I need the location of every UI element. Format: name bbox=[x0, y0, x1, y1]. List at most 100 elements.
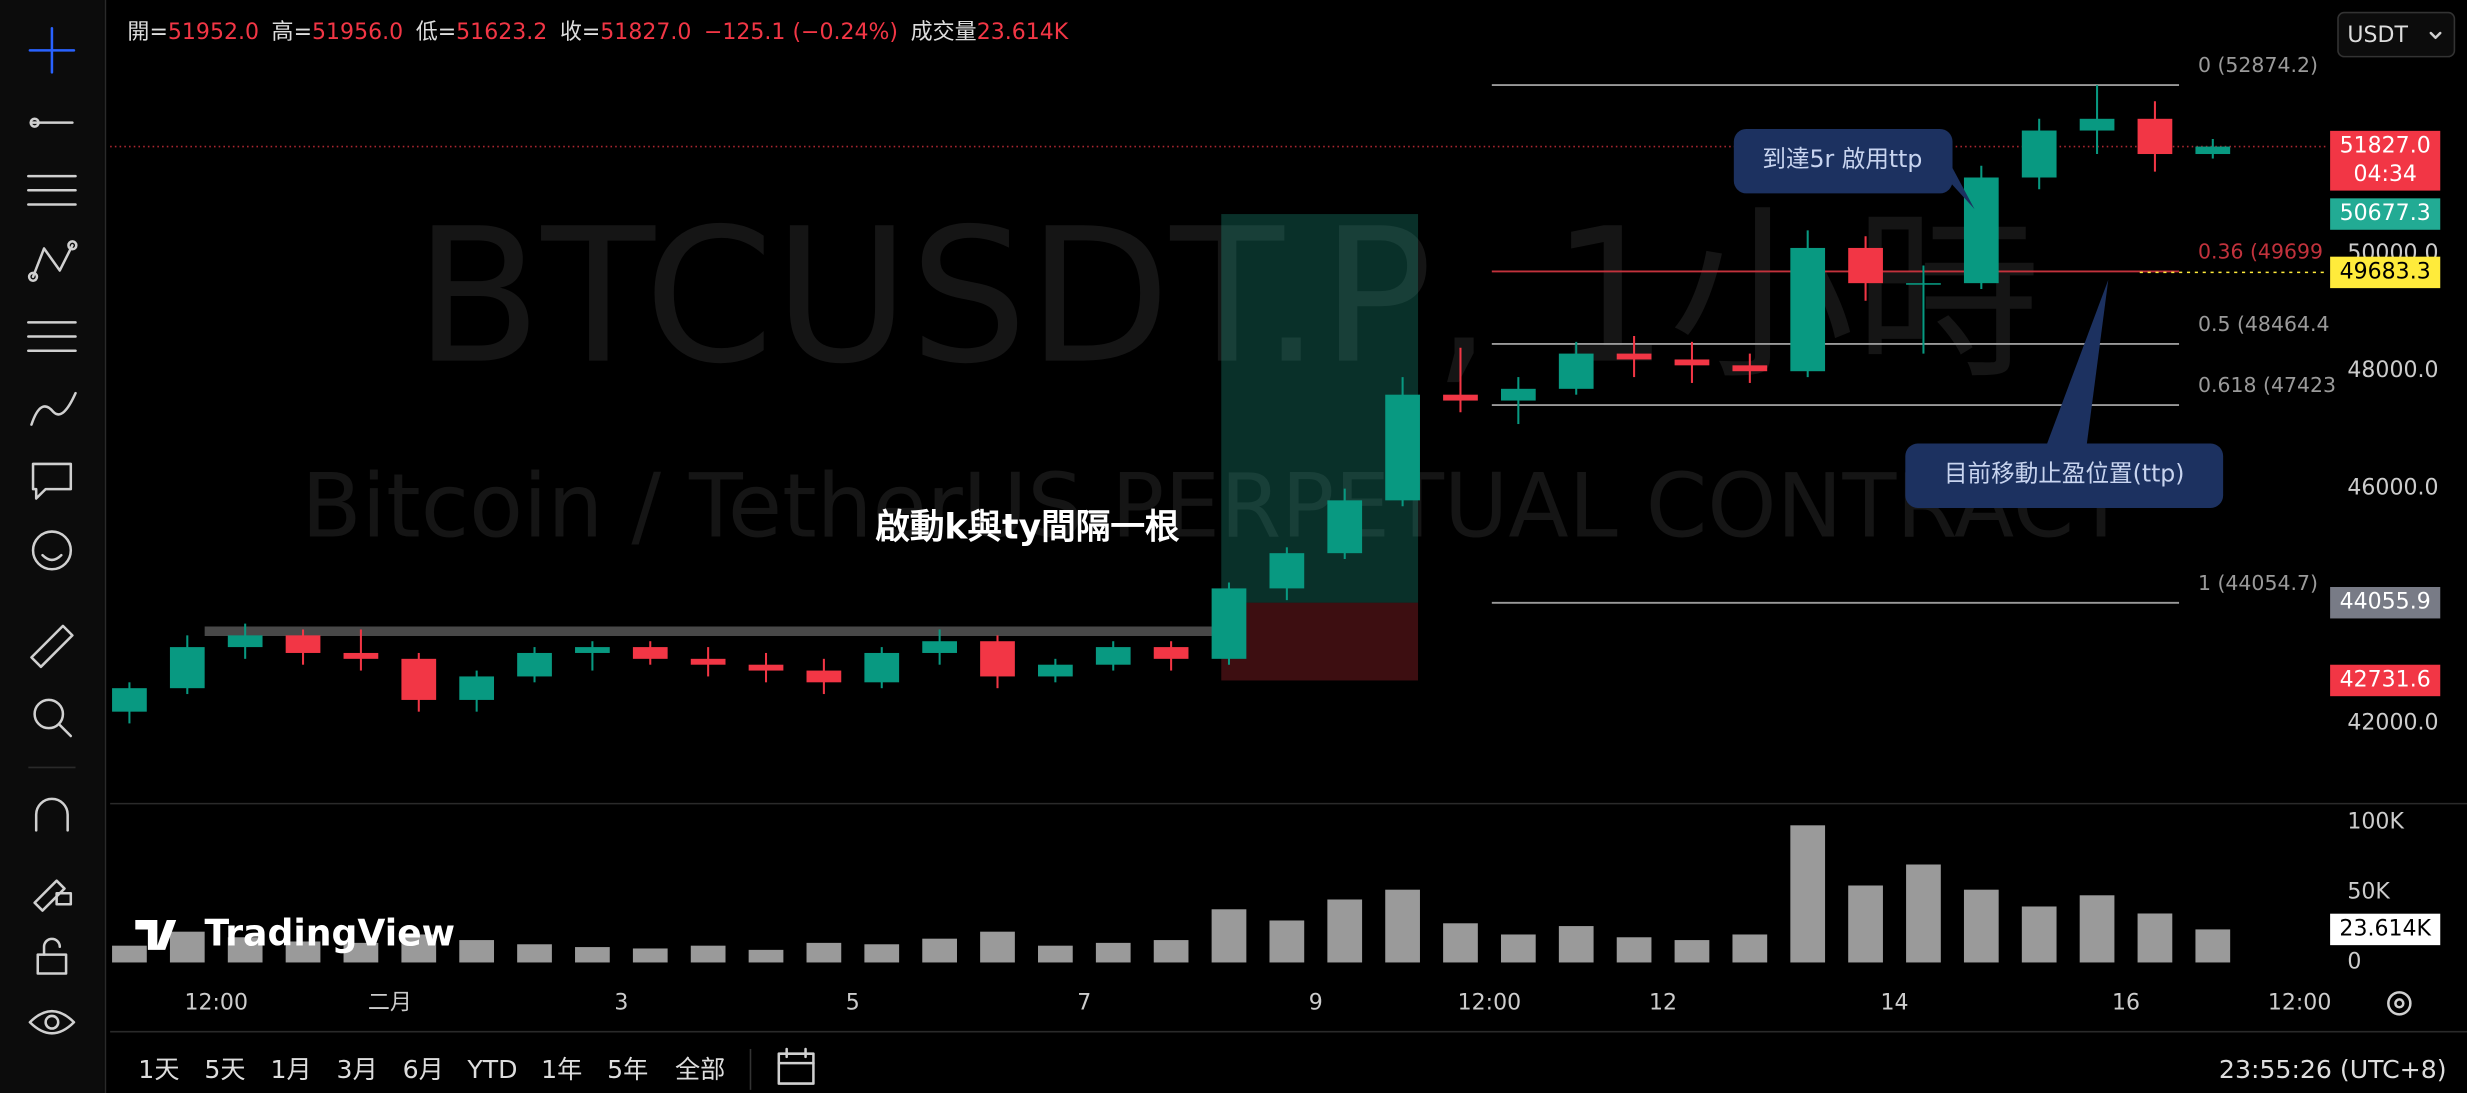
price-tag bbox=[2330, 130, 2441, 191]
candle-body bbox=[922, 641, 957, 653]
x-tick-label: 12:00 bbox=[184, 990, 247, 1015]
pattern-tool[interactable] bbox=[27, 240, 78, 282]
legend-value: 51956.0 bbox=[312, 20, 403, 45]
price-tag bbox=[2330, 664, 2441, 697]
fib-tool[interactable] bbox=[27, 174, 77, 206]
candle-body bbox=[517, 652, 552, 677]
volume-bar bbox=[1848, 885, 1883, 963]
legend-change: −125.1 (−0.24%) bbox=[704, 20, 898, 45]
volume-bar bbox=[401, 934, 437, 963]
volume-bar bbox=[1385, 889, 1420, 963]
legend-volume-label: 成交量 bbox=[911, 20, 977, 45]
candle-body bbox=[1327, 500, 1363, 554]
candle-body bbox=[1848, 247, 1883, 284]
candle-body bbox=[1385, 394, 1420, 501]
candle-body bbox=[1095, 647, 1131, 665]
timeframe-button[interactable]: 全部 bbox=[675, 1055, 725, 1084]
candle-body bbox=[1674, 359, 1710, 366]
ruler-tool[interactable] bbox=[30, 624, 74, 669]
volume-bar bbox=[1732, 934, 1768, 963]
currency-selector[interactable]: USDT bbox=[2337, 11, 2456, 58]
crosshair-tool[interactable] bbox=[28, 27, 76, 74]
volume-bar bbox=[1616, 937, 1652, 963]
countdown: 04:34 bbox=[2353, 162, 2416, 187]
volume-bar bbox=[2195, 929, 2231, 963]
timeframe-button[interactable]: 5年 bbox=[607, 1055, 648, 1084]
candle-body bbox=[748, 664, 784, 671]
timeframe-button[interactable]: 1月 bbox=[270, 1055, 311, 1084]
timeframe-button[interactable]: YTD bbox=[466, 1055, 517, 1084]
timeframe-button[interactable]: 3月 bbox=[337, 1055, 378, 1084]
settings-icon[interactable] bbox=[2387, 991, 2412, 1016]
plot: 0 (52874.2) 0.36 (49699 0.5 (48464.4 0.618 … bbox=[110, 53, 2441, 1015]
volume-bar bbox=[1095, 942, 1131, 963]
date-range-icon[interactable] bbox=[777, 1047, 815, 1085]
volume-bar bbox=[1327, 899, 1363, 963]
candle-body bbox=[1038, 664, 1073, 677]
lock-tool[interactable] bbox=[36, 937, 68, 975]
candle-body bbox=[1269, 553, 1305, 589]
volume-bar bbox=[169, 931, 205, 963]
fib-label: 0.5 (48464.4 bbox=[2198, 312, 2330, 336]
price-tag-label: 49683.3 bbox=[2340, 259, 2431, 284]
y-tick-label: 46000.0 bbox=[2347, 476, 2438, 501]
volume-bar bbox=[1906, 864, 1941, 963]
candle-body bbox=[1963, 177, 1999, 284]
price-tag-label: 51827.0 bbox=[2340, 134, 2431, 159]
legend-value: 51623.2 bbox=[456, 20, 547, 45]
brush-tool[interactable] bbox=[30, 391, 77, 426]
candle-body bbox=[2021, 130, 2057, 178]
fib-label: 0.618 (47423 bbox=[2198, 373, 2336, 397]
text-tool[interactable] bbox=[31, 462, 73, 500]
legend-value: 51952.0 bbox=[168, 20, 259, 45]
timeframe-button[interactable]: 5天 bbox=[204, 1055, 245, 1084]
left-toolbar bbox=[0, 0, 107, 1093]
trend-line-tool[interactable] bbox=[29, 117, 74, 128]
price-tag bbox=[2330, 586, 2441, 619]
volume-bar bbox=[1153, 940, 1189, 963]
price-tag-label: 50677.3 bbox=[2340, 201, 2431, 226]
candle-body bbox=[169, 647, 205, 689]
legend-label: 收= bbox=[560, 20, 600, 45]
bottom-bar: 23:55:26 (UTC+8) 1天 5天 1月 3月 6月 YTD 1年 5年 全部 bbox=[138, 1047, 2447, 1090]
watermark-description: Bitcoin / TetherUS PERPETUAL CONTRACT bbox=[301, 455, 2129, 558]
candle-body bbox=[690, 658, 726, 665]
visibility-tool[interactable] bbox=[28, 1009, 76, 1035]
toolbar-bg bbox=[0, 0, 104, 1093]
candle-body bbox=[2079, 118, 2115, 131]
logo-text: TradingView bbox=[205, 912, 456, 955]
volume-bar bbox=[2021, 906, 2057, 963]
candle-body bbox=[285, 635, 321, 653]
volume-bar bbox=[575, 947, 610, 963]
timeframe-button[interactable]: 1天 bbox=[138, 1055, 179, 1084]
candle-body bbox=[459, 676, 495, 700]
currency-text[interactable]: USDT bbox=[2347, 23, 2408, 48]
y-tick-label: 48000.0 bbox=[2347, 358, 2438, 383]
timeframe-button[interactable]: 6月 bbox=[403, 1055, 444, 1084]
zoom-tool[interactable] bbox=[33, 698, 73, 738]
candle-body bbox=[1153, 647, 1189, 659]
x-tick-label: 14 bbox=[1880, 990, 1908, 1015]
volume-bar bbox=[632, 948, 668, 963]
callout-box bbox=[1733, 128, 1953, 194]
fib-label: 0.36 (49699 bbox=[2198, 240, 2323, 264]
fib-label: 0 (52874.2) bbox=[2198, 53, 2318, 77]
candle-body bbox=[227, 635, 263, 648]
candle-body bbox=[575, 647, 610, 653]
magnet-tool[interactable] bbox=[34, 797, 69, 832]
x-tick-label: 9 bbox=[1309, 990, 1323, 1015]
lock-drawing-tool[interactable] bbox=[33, 879, 73, 912]
timeframe-button[interactable]: 1年 bbox=[541, 1055, 582, 1084]
x-tick-label: 二月 bbox=[368, 990, 412, 1015]
prediction-tool[interactable] bbox=[27, 321, 77, 352]
volume-bar bbox=[864, 944, 900, 963]
candle-body bbox=[1443, 394, 1478, 401]
candle-body bbox=[1558, 353, 1594, 389]
emoji-tool[interactable] bbox=[31, 530, 73, 571]
fib-label: 1 (44054.7) bbox=[2198, 571, 2318, 595]
volume-tick-label: 100K bbox=[2347, 810, 2404, 835]
volume-bar bbox=[112, 945, 147, 963]
candle-body bbox=[2195, 146, 2231, 155]
currency-box[interactable] bbox=[2337, 11, 2456, 58]
volume-bar bbox=[285, 941, 321, 963]
